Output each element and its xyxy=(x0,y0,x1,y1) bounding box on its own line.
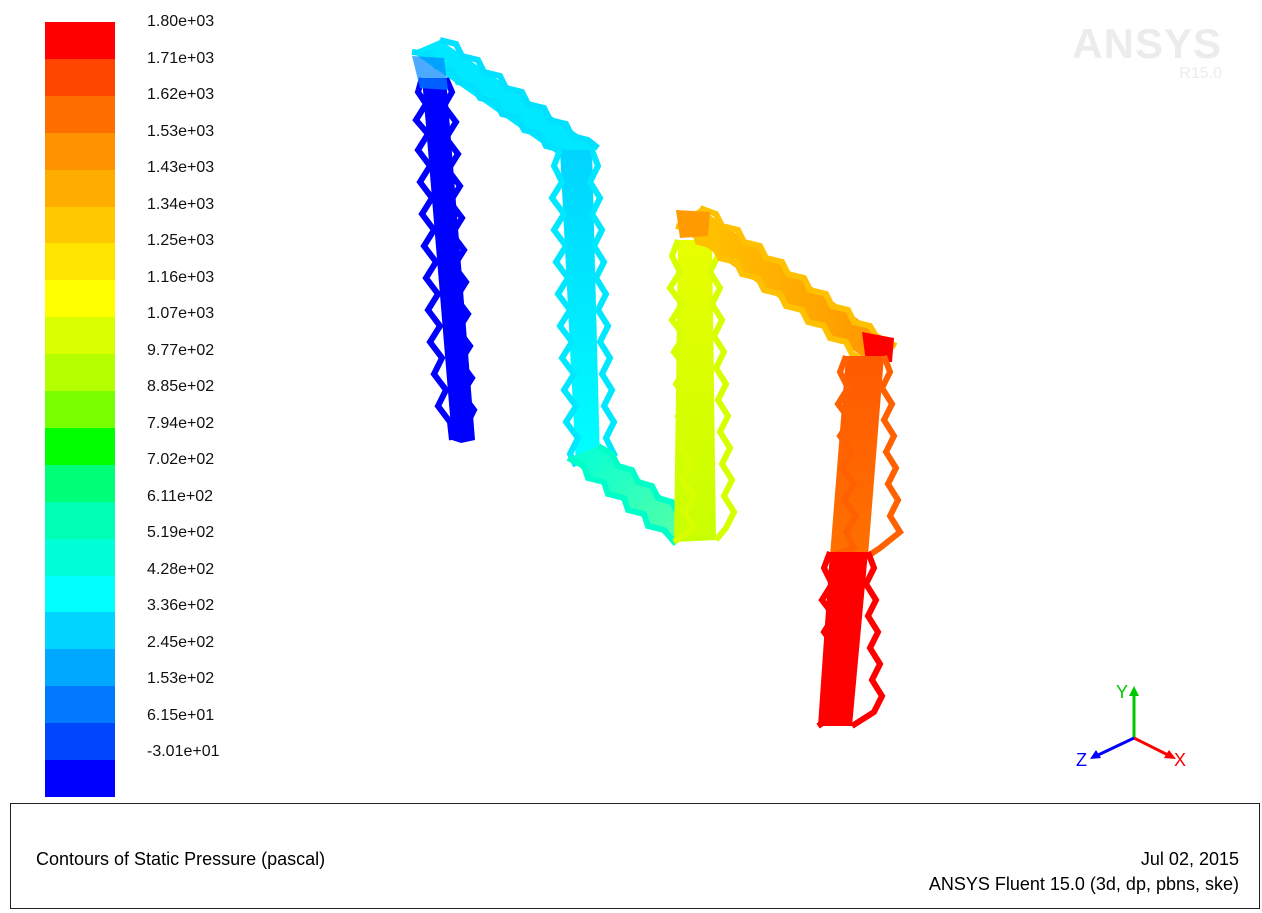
axis-x-label: X xyxy=(1174,750,1186,770)
legend-label: 1.71e+03 xyxy=(147,49,215,67)
legend-label: 1.43e+03 xyxy=(147,159,215,176)
legend-label: 7.02e+02 xyxy=(147,451,215,468)
legend-swatch xyxy=(45,686,115,724)
pipe-top-right-run xyxy=(675,205,898,369)
axis-y-label: Y xyxy=(1116,682,1128,702)
ansys-watermark: ANSYS R15.0 xyxy=(1072,22,1222,82)
legend-swatch xyxy=(45,95,115,133)
legend-label: 1.25e+03 xyxy=(147,232,215,249)
legend-swatch xyxy=(45,280,115,318)
legend-label: 1.53e+03 xyxy=(147,122,215,140)
watermark-brand: ANSYS xyxy=(1072,20,1222,67)
legend-label: 1.34e+03 xyxy=(147,195,215,213)
legend-label: -3.01e+01 xyxy=(147,743,220,760)
legend-label: 2.45e+02 xyxy=(147,633,215,651)
legend-label: 9.77e+02 xyxy=(147,341,215,359)
legend-swatch xyxy=(45,464,115,502)
legend-swatch xyxy=(45,132,115,170)
graphics-viewport[interactable]: 1.80e+03 1.71e+03 1.62e+03 1.53e+03 1.43e+03… xyxy=(0,0,1262,797)
plot-date: Jul 02, 2015 xyxy=(1140,849,1239,869)
legend-swatch xyxy=(45,169,115,207)
legend-swatch xyxy=(45,243,115,281)
pipe-inlet-leg xyxy=(412,76,478,443)
legend-swatch xyxy=(45,501,115,539)
plot-title: Contours of Static Pressure (pascal) xyxy=(36,849,326,869)
legend-label: 4.28e+02 xyxy=(147,560,215,578)
legend-label: 1.07e+03 xyxy=(147,305,215,322)
watermark-version: R15.0 xyxy=(1179,65,1222,82)
legend-label: 3.36e+02 xyxy=(147,597,215,614)
plot-title-box: Contours of Static Pressure (pascal) Jul… xyxy=(10,803,1260,909)
legend-swatch xyxy=(45,58,115,96)
legend-swatch xyxy=(45,22,115,59)
legend-swatch xyxy=(45,354,115,392)
legend-label: 1.53e+02 xyxy=(147,670,215,687)
legend-swatch xyxy=(45,391,115,428)
legend-swatch xyxy=(45,649,115,687)
legend-label: 8.85e+02 xyxy=(147,378,215,395)
legend-swatch xyxy=(45,612,115,650)
legend-swatch xyxy=(45,317,115,355)
axis-z-label: Z xyxy=(1076,750,1087,770)
pipe-middle-up-leg xyxy=(666,238,738,545)
legend-swatch xyxy=(45,206,115,244)
legend-swatch xyxy=(45,538,115,576)
legend-swatch xyxy=(45,427,115,465)
legend-label: 6.11e+02 xyxy=(147,487,213,505)
plot-software-info: ANSYS Fluent 15.0 (3d, dp, pbns, ske) xyxy=(928,874,1239,894)
legend-label: 1.80e+03 xyxy=(147,13,215,30)
legend-label: 1.62e+03 xyxy=(147,86,215,103)
legend-label: 6.15e+01 xyxy=(147,706,215,724)
pipe-geometry xyxy=(411,37,904,729)
axis-triad: Y X Z xyxy=(1076,682,1186,770)
legend-swatch xyxy=(45,575,115,613)
legend-swatch xyxy=(45,760,115,797)
legend-label: 7.94e+02 xyxy=(147,414,215,432)
pipe-top-left-run xyxy=(411,37,600,168)
pipe-middle-down-leg xyxy=(548,148,618,468)
legend-label: 1.16e+03 xyxy=(147,268,215,286)
pipe-outlet-leg xyxy=(816,354,904,729)
legend-label: 5.19e+02 xyxy=(147,524,215,541)
legend-swatch xyxy=(45,723,115,761)
